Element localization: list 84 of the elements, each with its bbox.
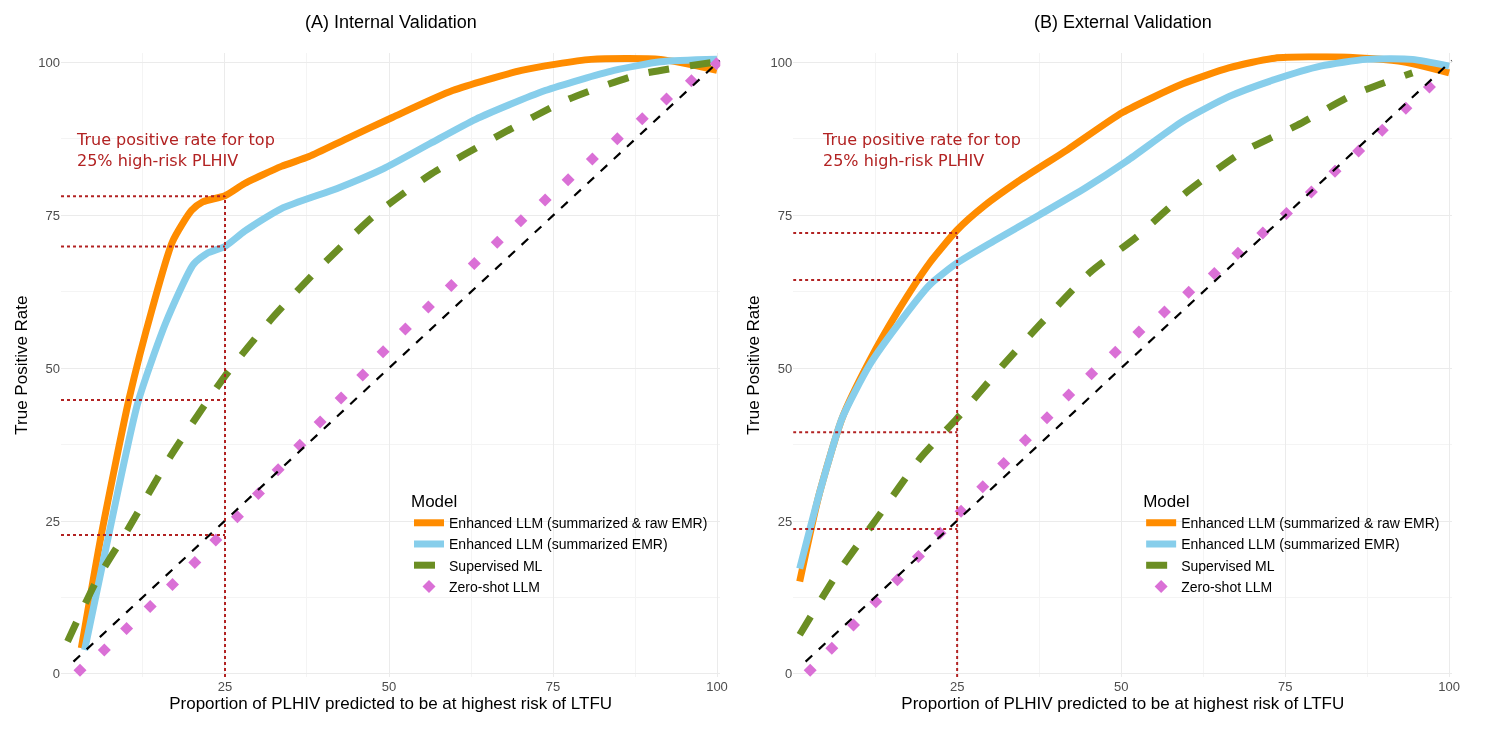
point (421, 300, 435, 314)
point (514, 214, 528, 228)
point (684, 74, 698, 88)
annotation: True positive rate for top 25% high-risk PLHIV (822, 130, 1021, 170)
point (709, 57, 721, 71)
point (1231, 246, 1245, 260)
point (1085, 367, 1099, 381)
y-tick-label: 75 (45, 207, 60, 223)
annotation: True positive rate for top 25% high-risk PLHIV (76, 130, 275, 170)
x-axis-title: Proportion of PLHIV predicted to be at highest risk of LTFU (901, 694, 1345, 714)
legend-label: Zero-shot LLM (1181, 578, 1273, 595)
x-tick-label: 100 (1438, 678, 1460, 694)
point (1157, 305, 1171, 319)
point (585, 152, 599, 166)
y-axis-title: True Positive Rate (11, 295, 31, 435)
point (334, 391, 348, 405)
point (1182, 285, 1196, 299)
point (997, 457, 1011, 471)
legend-label: Zero-shot LLM (449, 578, 541, 595)
point (143, 600, 157, 614)
legend-label: Enhanced LLM (summarized EMR) (449, 536, 668, 553)
y-tick-label: 25 (45, 513, 60, 529)
point (1256, 226, 1270, 240)
y-axis-title: True Positive Rate (743, 295, 763, 435)
point (1352, 144, 1366, 158)
legend-title: Model (1143, 492, 1190, 512)
point (467, 257, 481, 271)
point (490, 235, 504, 249)
point (803, 663, 817, 677)
point (1108, 345, 1122, 359)
legend-label: Enhanced LLM (summarized & raw EMR) (449, 515, 708, 532)
point (271, 463, 285, 477)
point (398, 322, 412, 336)
x-tick-label: 75 (545, 678, 561, 694)
point (976, 480, 990, 494)
point (1018, 433, 1032, 447)
point (1132, 325, 1146, 339)
y-tick-label: 0 (52, 666, 60, 682)
y-tick-label: 75 (777, 207, 793, 223)
legend-title: Model (411, 492, 458, 512)
point (635, 112, 649, 126)
x-tick-label: 50 (381, 678, 397, 694)
y-tick-label: 50 (45, 360, 60, 376)
point (659, 92, 673, 106)
point (1375, 123, 1389, 137)
point (356, 368, 370, 382)
x-axis-title: Proportion of PLHIV predicted to be at highest risk of LTFU (169, 694, 613, 714)
x-tick-label: 100 (706, 678, 728, 694)
point (890, 573, 904, 587)
legend-label: Enhanced LLM (summarized EMR) (1181, 536, 1400, 553)
x-tick-label: 25 (949, 678, 965, 694)
chart-title: (B) External Validation (1034, 12, 1212, 32)
point (166, 578, 180, 592)
chart-title: (A) Internal Validation (305, 12, 477, 32)
y-tick-label: 100 (770, 54, 793, 70)
legend-label: Supervised ML (449, 557, 543, 574)
y-tick-label: 100 (38, 54, 60, 70)
point (188, 556, 202, 570)
point (610, 132, 624, 146)
y-tick-label: 50 (777, 360, 793, 376)
point (251, 486, 265, 500)
x-tick-label: 50 (1113, 678, 1129, 694)
point (313, 415, 327, 429)
point (120, 622, 134, 636)
point (911, 549, 925, 563)
y-tick-label: 0 (784, 666, 793, 682)
y-tick-label: 25 (777, 513, 793, 529)
point (97, 643, 111, 657)
point (561, 173, 575, 187)
point (1207, 266, 1221, 280)
point (538, 193, 552, 207)
x-tick-label: 25 (217, 678, 233, 694)
legend-label: Enhanced LLM (summarized & raw EMR) (1181, 515, 1440, 532)
point (1040, 411, 1054, 425)
point (376, 345, 390, 359)
point (1062, 388, 1076, 402)
point (825, 641, 839, 655)
point (230, 510, 244, 524)
x-tick-label: 75 (1277, 678, 1293, 694)
point (73, 663, 87, 677)
point (444, 279, 458, 293)
legend-label: Supervised ML (1181, 557, 1275, 574)
point (209, 533, 223, 547)
point (846, 618, 860, 632)
